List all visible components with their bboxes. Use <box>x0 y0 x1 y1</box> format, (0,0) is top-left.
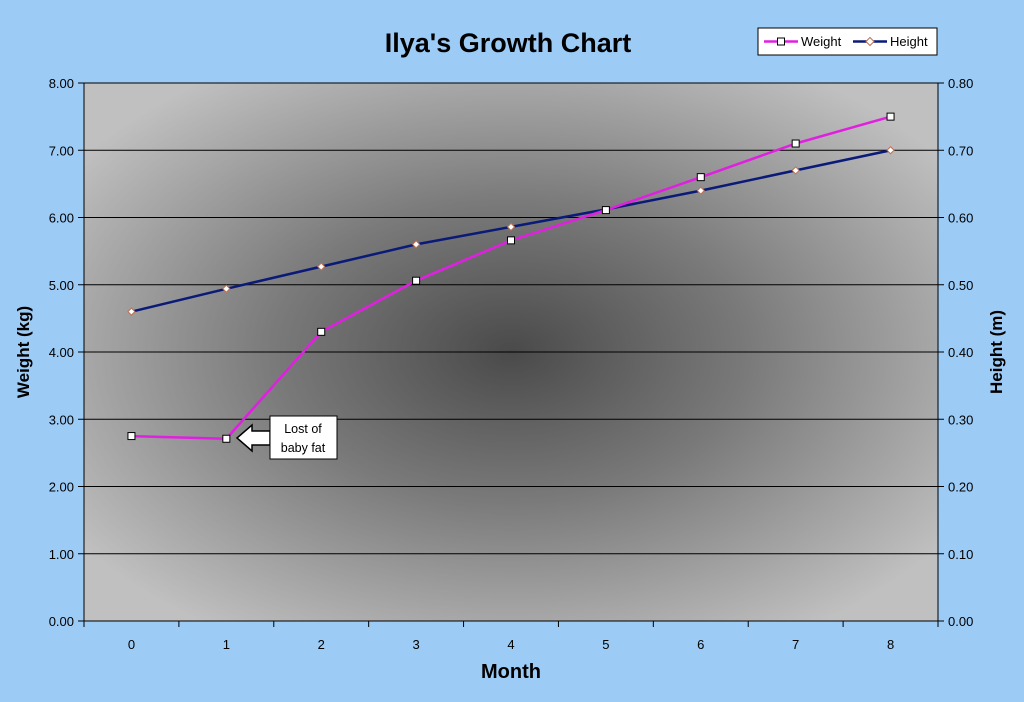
x-axis-title: Month <box>481 661 541 683</box>
data-point-height <box>886 146 895 155</box>
x-axis-tick-label: 7 <box>792 637 799 652</box>
y-axis-left-tick-label: 6.00 <box>49 211 74 226</box>
legend-weight-marker <box>777 37 785 46</box>
y-axis-right-tick-label: 0.50 <box>948 278 973 293</box>
callout-line-1: Lost of <box>284 422 322 436</box>
data-point-weight <box>791 139 800 148</box>
y-axis-left-tick-label: 4.00 <box>49 345 74 360</box>
data-point-weight <box>127 432 136 441</box>
data-point-weight <box>222 434 231 443</box>
y-axis-left-tick-label: 2.00 <box>49 480 74 495</box>
y-axis-left-tick-label: 8.00 <box>49 76 74 91</box>
data-point-height <box>506 222 516 232</box>
chart-title: Ilya's Growth Chart <box>385 28 631 58</box>
axes <box>78 82 944 627</box>
x-axis-tick-label: 3 <box>412 637 419 652</box>
x-axis-tick-label: 0 <box>128 637 135 652</box>
y-axis-right-title: Height (m) <box>987 310 1006 394</box>
data-point-height <box>411 240 421 249</box>
x-axis-tick-label: 2 <box>318 637 325 652</box>
data-point-weight <box>886 112 895 121</box>
y-axis-left-tick-label: 0.00 <box>49 614 74 629</box>
x-axis-tick-label: 6 <box>697 637 704 652</box>
y-axis-left-tick-label: 7.00 <box>49 143 74 158</box>
y-axis-left-ticks: 0.00 1.00 2.00 3.00 4.00 5.00 6.00 7.00 8.00 <box>49 76 74 629</box>
data-point-weight <box>317 327 326 336</box>
callout-line-2: baby fat <box>281 441 326 455</box>
legend-height-marker <box>865 36 875 47</box>
x-axis-tick-label: 1 <box>223 637 230 652</box>
legend-weight-label: Weight <box>801 34 842 49</box>
y-axis-right-tick-label: 0.30 <box>948 412 973 427</box>
y-axis-right-tick-label: 0.70 <box>948 143 973 158</box>
x-axis-tick-label: 4 <box>507 637 514 652</box>
data-point-weight <box>696 173 705 182</box>
data-point-weight <box>507 236 515 245</box>
y-axis-right-tick-label: 0.40 <box>948 345 973 360</box>
x-axis-tick-label: 8 <box>887 637 894 652</box>
legend: Weight Height <box>757 27 938 56</box>
y-axis-left-tick-label: 1.00 <box>49 547 74 562</box>
y-axis-right-tick-label: 0.10 <box>948 547 973 562</box>
y-axis-left-tick-label: 3.00 <box>49 412 74 427</box>
x-axis-ticks: 0 1 2 3 4 5 6 7 8 <box>128 637 894 652</box>
grid-lines <box>84 82 938 555</box>
y-axis-left-tick-label: 5.00 <box>49 278 74 293</box>
series-layer <box>127 112 895 443</box>
data-point-height <box>791 166 800 175</box>
y-axis-right-ticks: 0.00 0.10 0.20 0.30 0.40 0.50 0.60 0.70 0.80 <box>948 76 973 629</box>
data-point-height <box>317 262 326 271</box>
y-axis-right-tick-label: 0.00 <box>948 614 973 629</box>
y-axis-left-title: Weight (kg) <box>14 306 33 398</box>
y-axis-right-tick-label: 0.80 <box>948 76 973 91</box>
y-axis-right-tick-label: 0.20 <box>948 480 973 495</box>
data-point-height <box>127 307 136 316</box>
data-point-height <box>696 186 705 195</box>
x-axis-tick-label: 5 <box>602 637 609 652</box>
data-point-height <box>222 284 231 293</box>
y-axis-right-tick-label: 0.60 <box>948 211 973 226</box>
annotation-callout: Lost of baby fat <box>235 415 338 460</box>
data-point-weight <box>412 276 421 285</box>
data-point-weight <box>601 206 610 215</box>
legend-height-label: Height <box>890 34 928 49</box>
callout-box <box>269 415 338 460</box>
